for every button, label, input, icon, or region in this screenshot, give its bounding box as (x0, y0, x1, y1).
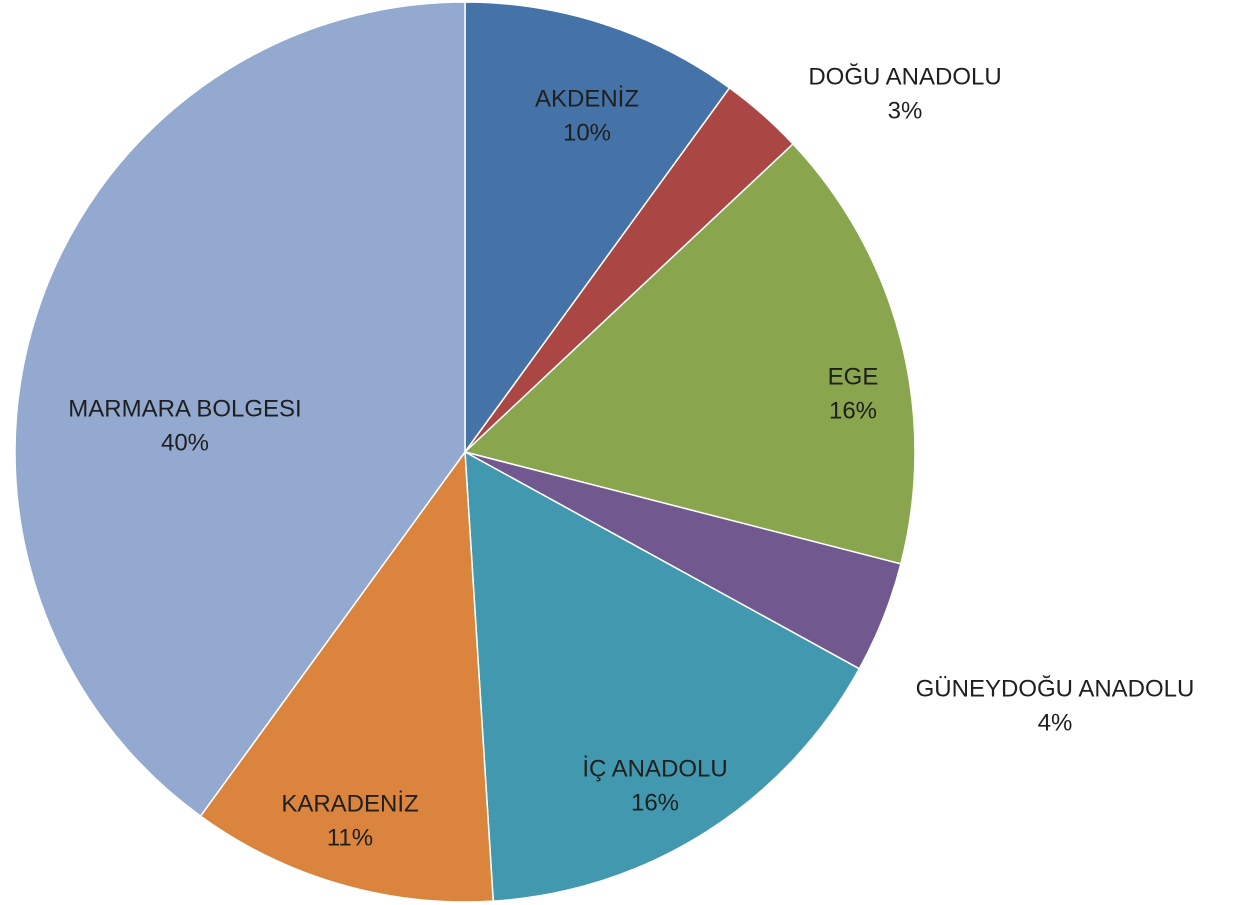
slice-label: AKDENİZ (535, 85, 639, 112)
slice-label: İÇ ANADOLU (582, 755, 727, 782)
slice-value-label: 16% (829, 397, 877, 424)
slice-label: GÜNEYDOĞU ANADOLU (916, 675, 1195, 702)
slice-value-label: 4% (1038, 709, 1073, 736)
pie-slice (463, 142, 916, 565)
slice-value-label: 10% (563, 119, 611, 146)
pie-slice (464, 450, 861, 902)
pie-slice (14, 1, 466, 818)
slice-value-label: 11% (327, 824, 373, 851)
slice-value-label: 40% (161, 429, 209, 456)
slice-value-label: 16% (631, 789, 679, 816)
pie-slice (464, 1, 731, 455)
slice-label: EGE (828, 363, 879, 390)
pie-slice (199, 449, 495, 903)
slice-label: KARADENİZ (281, 790, 418, 817)
slice-label: MARMARA BOLGESI (68, 395, 301, 422)
slice-label: DOĞU ANADOLU (808, 63, 1001, 90)
slice-value-label: 3% (888, 97, 923, 124)
